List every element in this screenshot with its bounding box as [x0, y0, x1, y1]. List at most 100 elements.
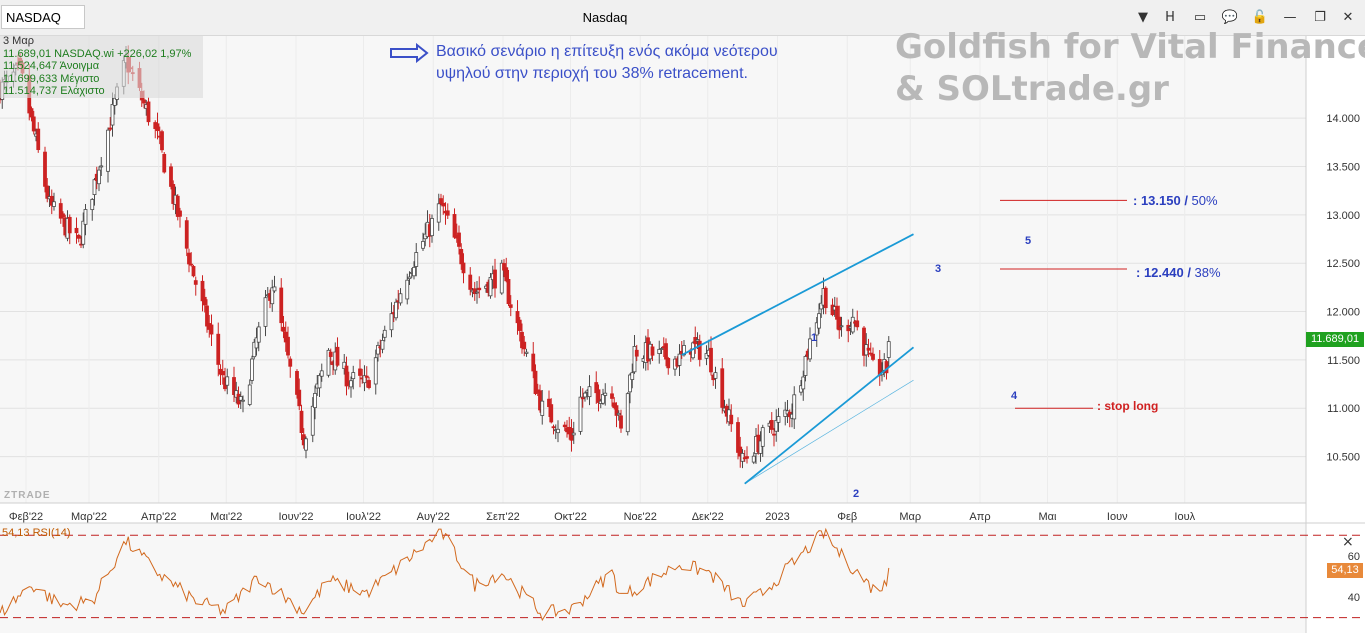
candle-body: [270, 287, 275, 305]
candle-body: [295, 371, 299, 395]
y-tick-label: 13.500: [1326, 162, 1360, 174]
comment-icon[interactable]: 💬: [1221, 10, 1239, 25]
x-tick-label: Ιουν: [1107, 511, 1128, 523]
trendline: [744, 379, 914, 484]
rsi-badge: 54,13: [1327, 563, 1363, 578]
candle-body: [855, 320, 860, 328]
candle-body: [238, 396, 243, 401]
candle-body: [436, 203, 441, 223]
candle-body: [472, 288, 477, 295]
candle-body: [31, 116, 36, 132]
candle-body: [191, 266, 196, 277]
candle-body: [254, 337, 259, 349]
candle-body: [452, 214, 457, 238]
candle-body: [407, 276, 412, 280]
restore-icon[interactable]: ❐: [1314, 10, 1326, 25]
candle-body: [272, 286, 277, 292]
wave-label-5: 5: [1025, 235, 1032, 247]
candle-body: [52, 201, 56, 207]
candle-body: [250, 358, 254, 381]
close-icon[interactable]: ✕: [1342, 10, 1354, 25]
candle-body: [328, 351, 333, 357]
candle-body: [304, 438, 308, 451]
candle-body: [382, 329, 387, 338]
candle-body: [252, 341, 257, 358]
annotation-line1: Βασικό σενάριο η επίτευξη ενός ακόμα νεό…: [436, 43, 778, 60]
candle-body: [58, 203, 63, 219]
level-38-value: : 12.440: [1136, 265, 1184, 280]
info-date: 3 Μαρ: [3, 35, 34, 47]
info-high: 11.699,633 Μέγιστο: [3, 72, 100, 85]
x-tick-label: Νοε'22: [624, 511, 657, 523]
candle-body: [808, 338, 812, 360]
candle-body: [376, 345, 380, 355]
candle-body: [772, 433, 776, 436]
window-icon[interactable]: ▭: [1193, 10, 1207, 25]
wave-label-1: 1: [811, 332, 818, 344]
candle-body: [61, 213, 65, 218]
candle-body: [209, 324, 214, 335]
candle-body: [551, 426, 556, 429]
watermark-line2: & SOLtrade.gr: [895, 69, 1169, 109]
symbol-input[interactable]: [1, 5, 85, 29]
close-rsi-icon[interactable]: ×: [1342, 534, 1354, 550]
x-tick-label: Οκτ'22: [554, 511, 587, 523]
candle-body: [142, 99, 146, 104]
candle-body: [97, 169, 101, 185]
candle-body: [225, 376, 230, 386]
candle-body: [625, 393, 630, 433]
x-tick-label: Ιουν'22: [278, 511, 313, 523]
candle-body: [405, 279, 410, 300]
x-tick-label: Αυγ'22: [417, 511, 450, 523]
candle-body: [468, 274, 473, 290]
candle-body: [603, 392, 608, 396]
dropdown-icon[interactable]: ▼: [1138, 10, 1148, 25]
candle-body: [508, 304, 513, 308]
candle-body: [193, 280, 198, 285]
candle-body: [216, 333, 221, 365]
info-low: 11.514,737 Ελάχιστο: [3, 85, 105, 97]
candle-body: [414, 252, 419, 267]
h-button[interactable]: H: [1165, 10, 1175, 25]
ohlc-info-box: 3 Μαρ 11.689,01 NASDAQ.wi +226,02 1,97% …: [0, 35, 203, 98]
chart-title: Nasdaq: [582, 10, 628, 25]
candle-body: [677, 353, 682, 366]
candle-body: [74, 227, 79, 234]
rsi-tick-label: 60: [1348, 551, 1360, 563]
candle-body: [421, 241, 425, 249]
candle-body: [801, 376, 806, 390]
candle-body: [106, 129, 110, 172]
candle-body: [441, 202, 446, 207]
candle-body: [758, 440, 763, 454]
candle-body: [362, 375, 367, 384]
minimize-icon[interactable]: —: [1283, 10, 1297, 25]
lock-icon[interactable]: 🔓: [1251, 10, 1269, 25]
candle-body: [349, 380, 353, 388]
watermark-line1: Goldfish for Vital Finance: [895, 27, 1365, 67]
candle-body: [616, 412, 621, 416]
candle-body: [837, 316, 842, 331]
x-tick-label: Απρ'22: [141, 511, 177, 523]
candle-body: [556, 428, 560, 434]
candle-body: [457, 232, 461, 247]
candle-body: [335, 346, 340, 366]
candle-body: [90, 199, 95, 211]
candle-body: [628, 374, 632, 393]
level-50-value: : 13.150: [1133, 193, 1181, 208]
candle-body: [594, 382, 599, 394]
candle-body: [531, 353, 536, 372]
candle-body: [540, 400, 545, 416]
candle-body: [430, 218, 434, 237]
candle-body: [522, 341, 527, 350]
candle-body: [313, 393, 317, 408]
candle-body: [461, 262, 466, 274]
candle-body: [475, 291, 479, 294]
x-tick-label: Ιουλ'22: [346, 511, 381, 523]
candle-body: [524, 351, 529, 354]
candle-body: [792, 394, 797, 420]
candle-body: [803, 356, 808, 376]
candle-body: [189, 263, 194, 266]
info-last: 11.689,01 NASDAQ.wi +226,02 1,97%: [3, 47, 192, 60]
candle-body: [839, 325, 844, 328]
